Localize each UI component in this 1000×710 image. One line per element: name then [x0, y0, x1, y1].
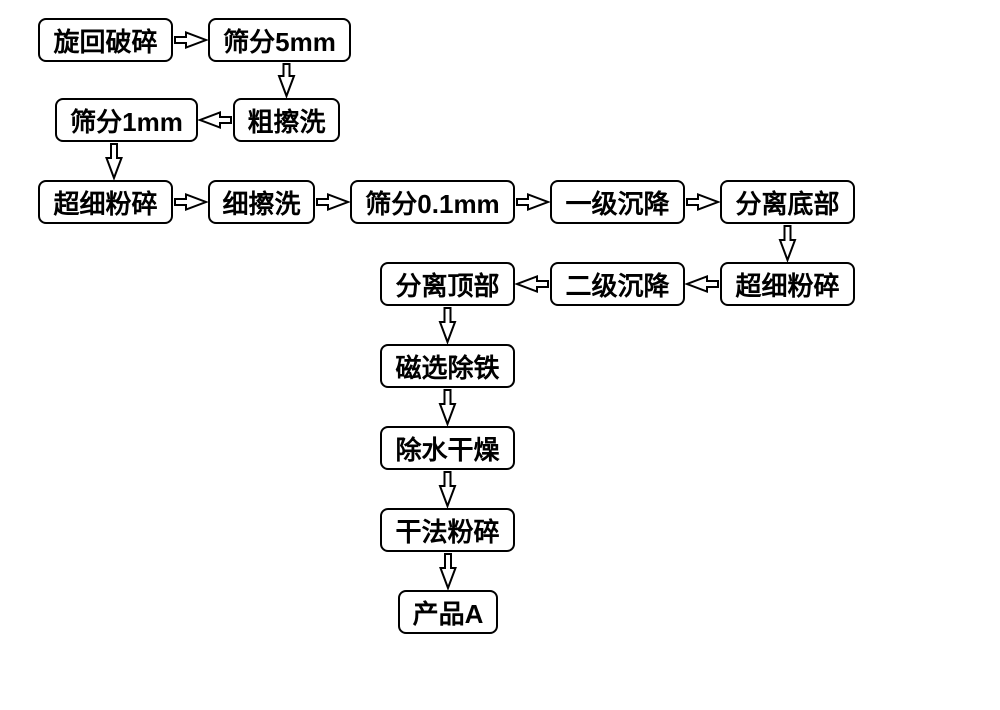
arrow-n_sed2-to-n_septop — [517, 277, 548, 292]
node-n_productA: 产品A — [398, 590, 498, 634]
node-n_gyratory: 旋回破碎 — [38, 18, 173, 62]
node-label: 干法粉碎 — [395, 512, 499, 549]
node-n_ultrafine1: 超细粉碎 — [38, 180, 173, 224]
node-label: 超细粉碎 — [735, 266, 839, 303]
node-label: 分离顶部 — [395, 266, 499, 303]
node-label: 粗擦洗 — [247, 102, 325, 139]
node-n_drycrush: 干法粉碎 — [380, 508, 515, 552]
arrow-n_septop-to-n_magnetic — [440, 308, 455, 342]
node-n_screen1: 筛分1mm — [55, 98, 198, 142]
node-n_coarsescrub: 粗擦洗 — [233, 98, 340, 142]
node-label: 筛分1mm — [70, 102, 183, 139]
node-label: 磁选除铁 — [395, 348, 499, 385]
arrow-n_screen01-to-n_sed1 — [517, 195, 548, 210]
node-label: 二级沉降 — [565, 266, 669, 303]
node-n_magnetic: 磁选除铁 — [380, 344, 515, 388]
arrow-n_dry-to-n_drycrush — [440, 472, 455, 506]
node-n_sed1: 一级沉降 — [550, 180, 685, 224]
arrow-n_drycrush-to-n_productA — [441, 554, 456, 588]
node-n_finescrub: 细擦洗 — [208, 180, 315, 224]
arrow-n_screen1-to-n_ultrafine1 — [107, 144, 122, 178]
arrow-n_coarsescrub-to-n_screen1 — [200, 113, 231, 128]
node-label: 除水干燥 — [395, 430, 499, 467]
node-n_ultrafine2: 超细粉碎 — [720, 262, 855, 306]
arrow-n_sed1-to-n_sepbottom — [687, 195, 718, 210]
arrow-n_gyratory-to-n_screen5 — [175, 33, 206, 48]
node-label: 筛分0.1mm — [365, 184, 499, 221]
arrow-n_screen5-to-n_coarsescrub — [279, 64, 294, 96]
arrow-n_ultrafine1-to-n_finescrub — [175, 195, 206, 210]
arrow-n_ultrafine2-to-n_sed2 — [687, 277, 718, 292]
arrow-n_sepbottom-to-n_ultrafine2 — [780, 226, 795, 260]
node-n_screen01: 筛分0.1mm — [350, 180, 515, 224]
node-label: 一级沉降 — [565, 184, 669, 221]
node-label: 旋回破碎 — [53, 22, 157, 59]
arrow-n_magnetic-to-n_dry — [440, 390, 455, 424]
node-n_sed2: 二级沉降 — [550, 262, 685, 306]
node-label: 产品A — [413, 594, 484, 631]
arrow-n_finescrub-to-n_screen01 — [317, 195, 348, 210]
node-n_dry: 除水干燥 — [380, 426, 515, 470]
node-label: 筛分5mm — [223, 22, 336, 59]
node-label: 细擦洗 — [222, 184, 300, 221]
flowchart-canvas: 旋回破碎筛分5mm粗擦洗筛分1mm超细粉碎细擦洗筛分0.1mm一级沉降分离底部超… — [0, 0, 1000, 710]
node-label: 超细粉碎 — [53, 184, 157, 221]
node-n_septop: 分离顶部 — [380, 262, 515, 306]
node-label: 分离底部 — [735, 184, 839, 221]
node-n_sepbottom: 分离底部 — [720, 180, 855, 224]
node-n_screen5: 筛分5mm — [208, 18, 351, 62]
